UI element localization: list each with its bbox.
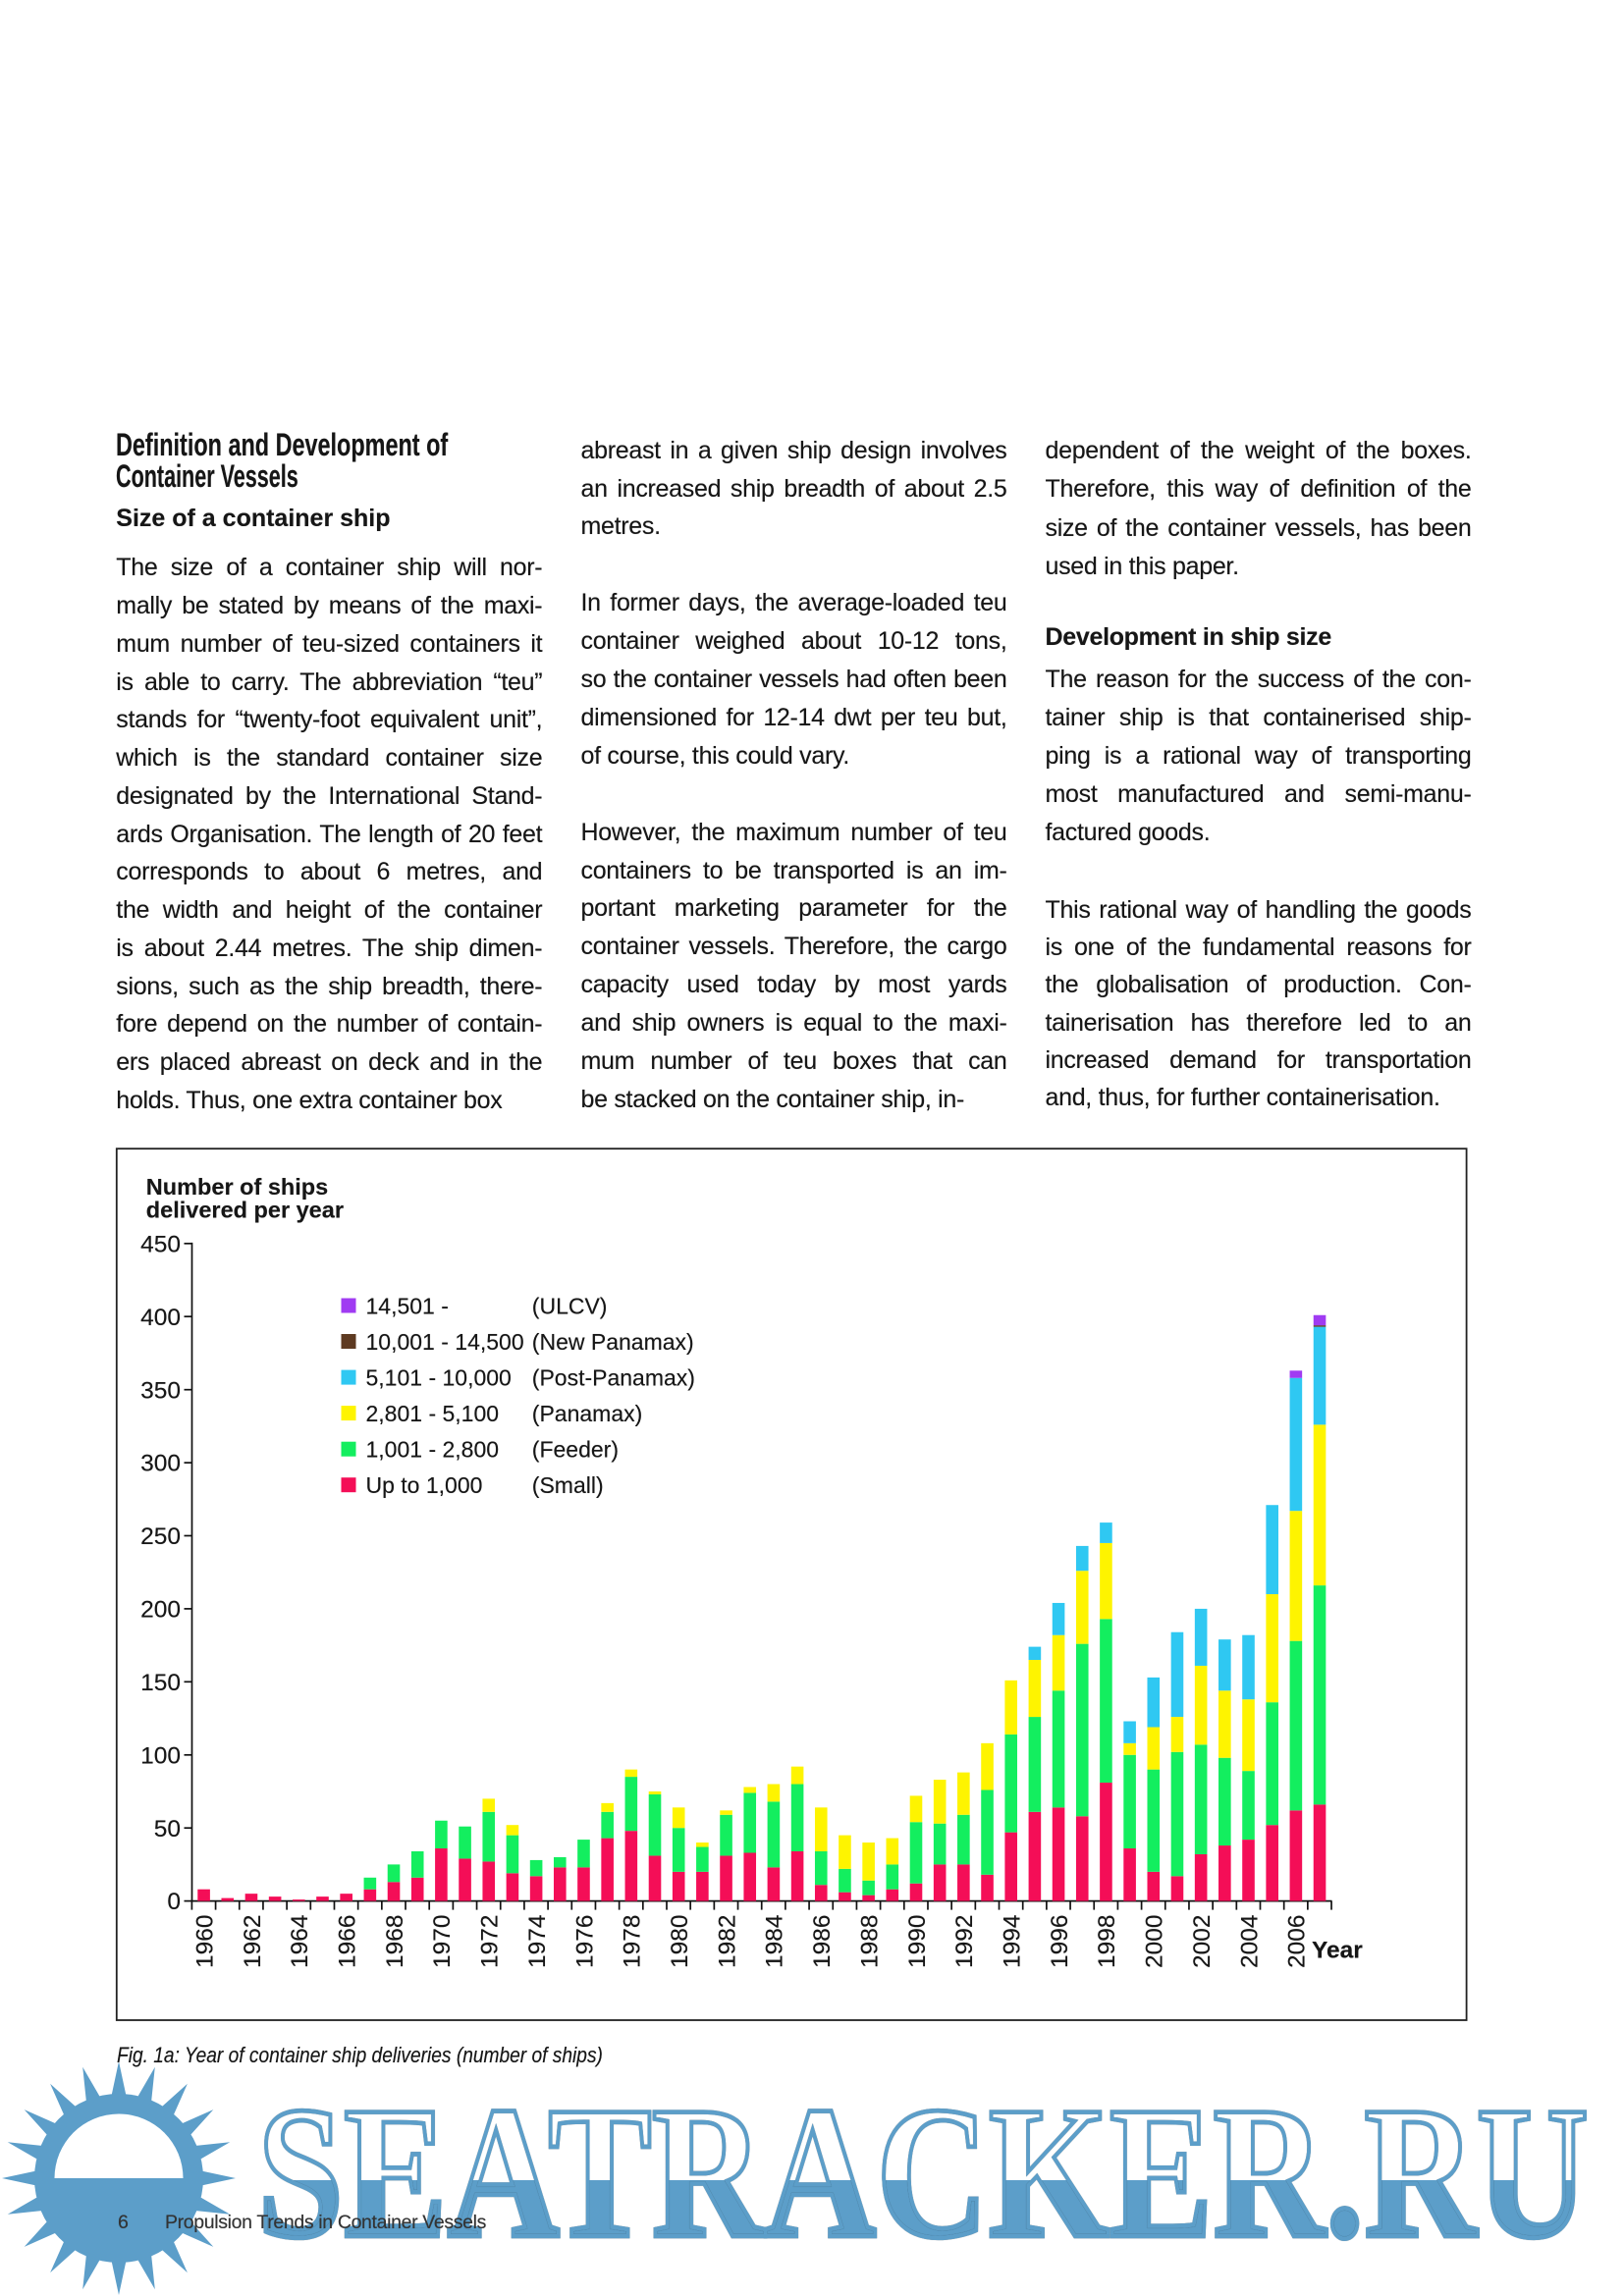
svg-text:1986: 1986: [809, 1915, 836, 1969]
svg-text:(Small): (Small): [532, 1472, 604, 1498]
svg-text:1962: 1962: [240, 1915, 266, 1969]
svg-text:2004: 2004: [1236, 1915, 1263, 1969]
svg-text:(Panamax): (Panamax): [532, 1401, 642, 1426]
svg-text:150: 150: [140, 1670, 181, 1696]
svg-text:1968: 1968: [382, 1915, 408, 1969]
svg-text:1988: 1988: [856, 1915, 883, 1969]
svg-text:1970: 1970: [429, 1915, 456, 1969]
svg-text:2006: 2006: [1284, 1915, 1311, 1969]
svg-text:1982: 1982: [714, 1915, 740, 1969]
svg-text:SEATRACKER.RU: SEATRACKER.RU: [257, 2067, 1589, 2277]
svg-text:0: 0: [167, 1889, 181, 1915]
svg-text:2002: 2002: [1189, 1915, 1216, 1969]
svg-text:450: 450: [140, 1231, 181, 1257]
svg-text:400: 400: [140, 1305, 181, 1331]
svg-text:1964: 1964: [287, 1915, 313, 1969]
svg-text:1978: 1978: [620, 1915, 646, 1969]
svg-text:14,501 -: 14,501 -: [366, 1293, 449, 1318]
svg-text:10,001 - 14,500: 10,001 - 14,500: [366, 1329, 524, 1355]
svg-text:1980: 1980: [667, 1915, 693, 1969]
svg-text:1996: 1996: [1047, 1915, 1073, 1969]
svg-text:1998: 1998: [1094, 1915, 1120, 1969]
svg-text:(New Panamax): (New Panamax): [532, 1329, 694, 1355]
svg-text:1966: 1966: [334, 1915, 360, 1969]
svg-text:Up to 1,000: Up to 1,000: [366, 1472, 483, 1498]
svg-text:5,101 - 10,000: 5,101 - 10,000: [366, 1364, 512, 1390]
svg-text:1992: 1992: [951, 1915, 978, 1969]
svg-text:1994: 1994: [1000, 1915, 1026, 1969]
svg-text:1990: 1990: [904, 1915, 931, 1969]
svg-text:delivered per year: delivered per year: [146, 1198, 344, 1223]
svg-text:350: 350: [140, 1377, 181, 1404]
svg-text:(ULCV): (ULCV): [532, 1293, 608, 1318]
svg-text:1,001 - 2,800: 1,001 - 2,800: [366, 1437, 500, 1463]
svg-text:(Feeder): (Feeder): [532, 1437, 619, 1463]
svg-text:1974: 1974: [524, 1915, 551, 1969]
svg-text:250: 250: [140, 1523, 181, 1550]
svg-text:(Post-Panamax): (Post-Panamax): [532, 1364, 695, 1390]
svg-text:1972: 1972: [477, 1915, 504, 1969]
svg-text:2,801 - 5,100: 2,801 - 5,100: [366, 1401, 500, 1426]
svg-text:1976: 1976: [571, 1915, 598, 1969]
svg-text:Year: Year: [1312, 1938, 1363, 1964]
svg-text:100: 100: [140, 1742, 181, 1769]
svg-text:2000: 2000: [1142, 1915, 1168, 1969]
svg-text:300: 300: [140, 1451, 181, 1477]
svg-text:50: 50: [154, 1816, 181, 1842]
svg-text:200: 200: [140, 1597, 181, 1624]
svg-text:1960: 1960: [191, 1915, 218, 1969]
svg-text:1984: 1984: [762, 1915, 788, 1969]
svg-text:Number of ships: Number of ships: [146, 1174, 328, 1200]
svg-text:SEATRACKER.RU: SEATRACKER.RU: [257, 2067, 1589, 2277]
